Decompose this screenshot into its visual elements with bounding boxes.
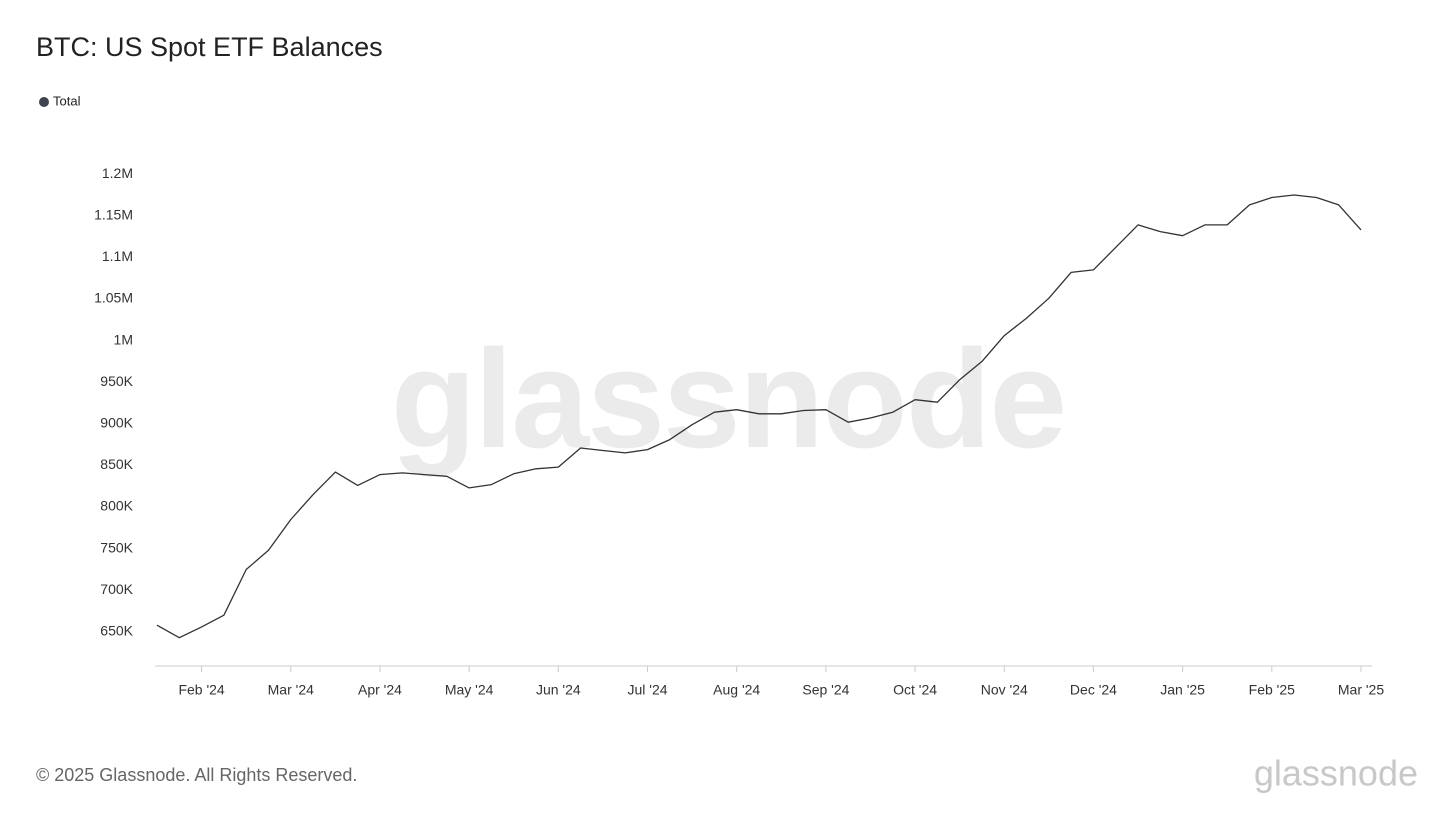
- y-tick-label: 900K: [100, 415, 133, 431]
- y-tick-label: 1.15M: [94, 206, 133, 222]
- legend-label: Total: [53, 93, 81, 108]
- watermark: glassnode: [391, 320, 1065, 477]
- x-tick-label: Oct '24: [893, 682, 937, 698]
- footer: © 2025 Glassnode. All Rights Reserved.: [36, 765, 357, 785]
- data-line: [156, 194, 1362, 639]
- x-tick-label: Feb '25: [1249, 682, 1295, 698]
- y-tick-label: 850K: [100, 456, 133, 472]
- y-tick-label: 750K: [100, 539, 133, 555]
- x-tick-label: Mar '24: [268, 682, 314, 698]
- x-tick-label: Dec '24: [1070, 682, 1117, 698]
- legend-marker: [39, 97, 49, 107]
- x-tick-label: Sep '24: [802, 682, 849, 698]
- x-tick-label: May '24: [445, 682, 494, 698]
- y-tick-label: 1.2M: [102, 165, 133, 181]
- x-tick-label: Aug '24: [713, 682, 760, 698]
- y-tick-label: 1.05M: [94, 290, 133, 306]
- y-tick-label: 700K: [100, 581, 133, 597]
- y-tick-label: 1.1M: [102, 248, 133, 264]
- x-tick-label: Mar '25: [1338, 682, 1384, 698]
- y-tick-label: 800K: [100, 498, 133, 514]
- y-tick-label: 1M: [114, 331, 133, 347]
- x-tick-label: Jan '25: [1160, 682, 1205, 698]
- x-tick-label: Jul '24: [628, 682, 668, 698]
- y-tick-label: 650K: [100, 623, 133, 639]
- x-tick-label: Feb '24: [178, 682, 224, 698]
- x-tick-label: Nov '24: [981, 682, 1028, 698]
- x-tick-label: Apr '24: [358, 682, 402, 698]
- y-tick-label: 950K: [100, 373, 133, 389]
- logo: glassnode: [1254, 753, 1418, 794]
- chart-title: BTC: US Spot ETF Balances: [36, 32, 383, 62]
- x-tick-label: Jun '24: [536, 682, 581, 698]
